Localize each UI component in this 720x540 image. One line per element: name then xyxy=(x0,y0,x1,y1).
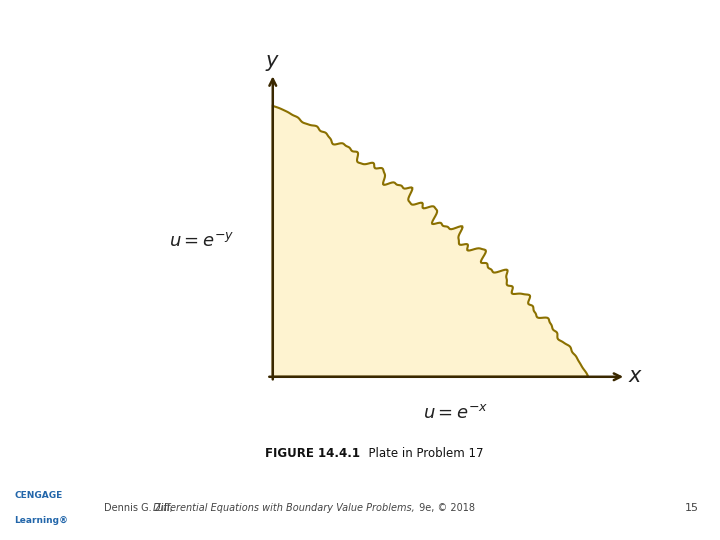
Text: Dennis G. Zill,: Dennis G. Zill, xyxy=(104,503,173,512)
Text: Plate in Problem 17: Plate in Problem 17 xyxy=(361,447,484,460)
Text: 15: 15 xyxy=(685,503,698,512)
Text: FIGURE 14.4.1: FIGURE 14.4.1 xyxy=(265,447,360,460)
Text: CENGAGE: CENGAGE xyxy=(14,491,63,500)
Text: 9e, © 2018: 9e, © 2018 xyxy=(416,503,475,512)
Polygon shape xyxy=(273,106,588,377)
Text: $u = e^{-y}$: $u = e^{-y}$ xyxy=(169,232,235,251)
Text: Differential Equations with Boundary Value Problems,: Differential Equations with Boundary Val… xyxy=(153,503,415,512)
Text: $y$: $y$ xyxy=(265,52,280,73)
Text: $u = e^{-x}$: $u = e^{-x}$ xyxy=(423,404,488,422)
Text: $x$: $x$ xyxy=(628,367,643,386)
Text: Learning®: Learning® xyxy=(14,516,68,525)
